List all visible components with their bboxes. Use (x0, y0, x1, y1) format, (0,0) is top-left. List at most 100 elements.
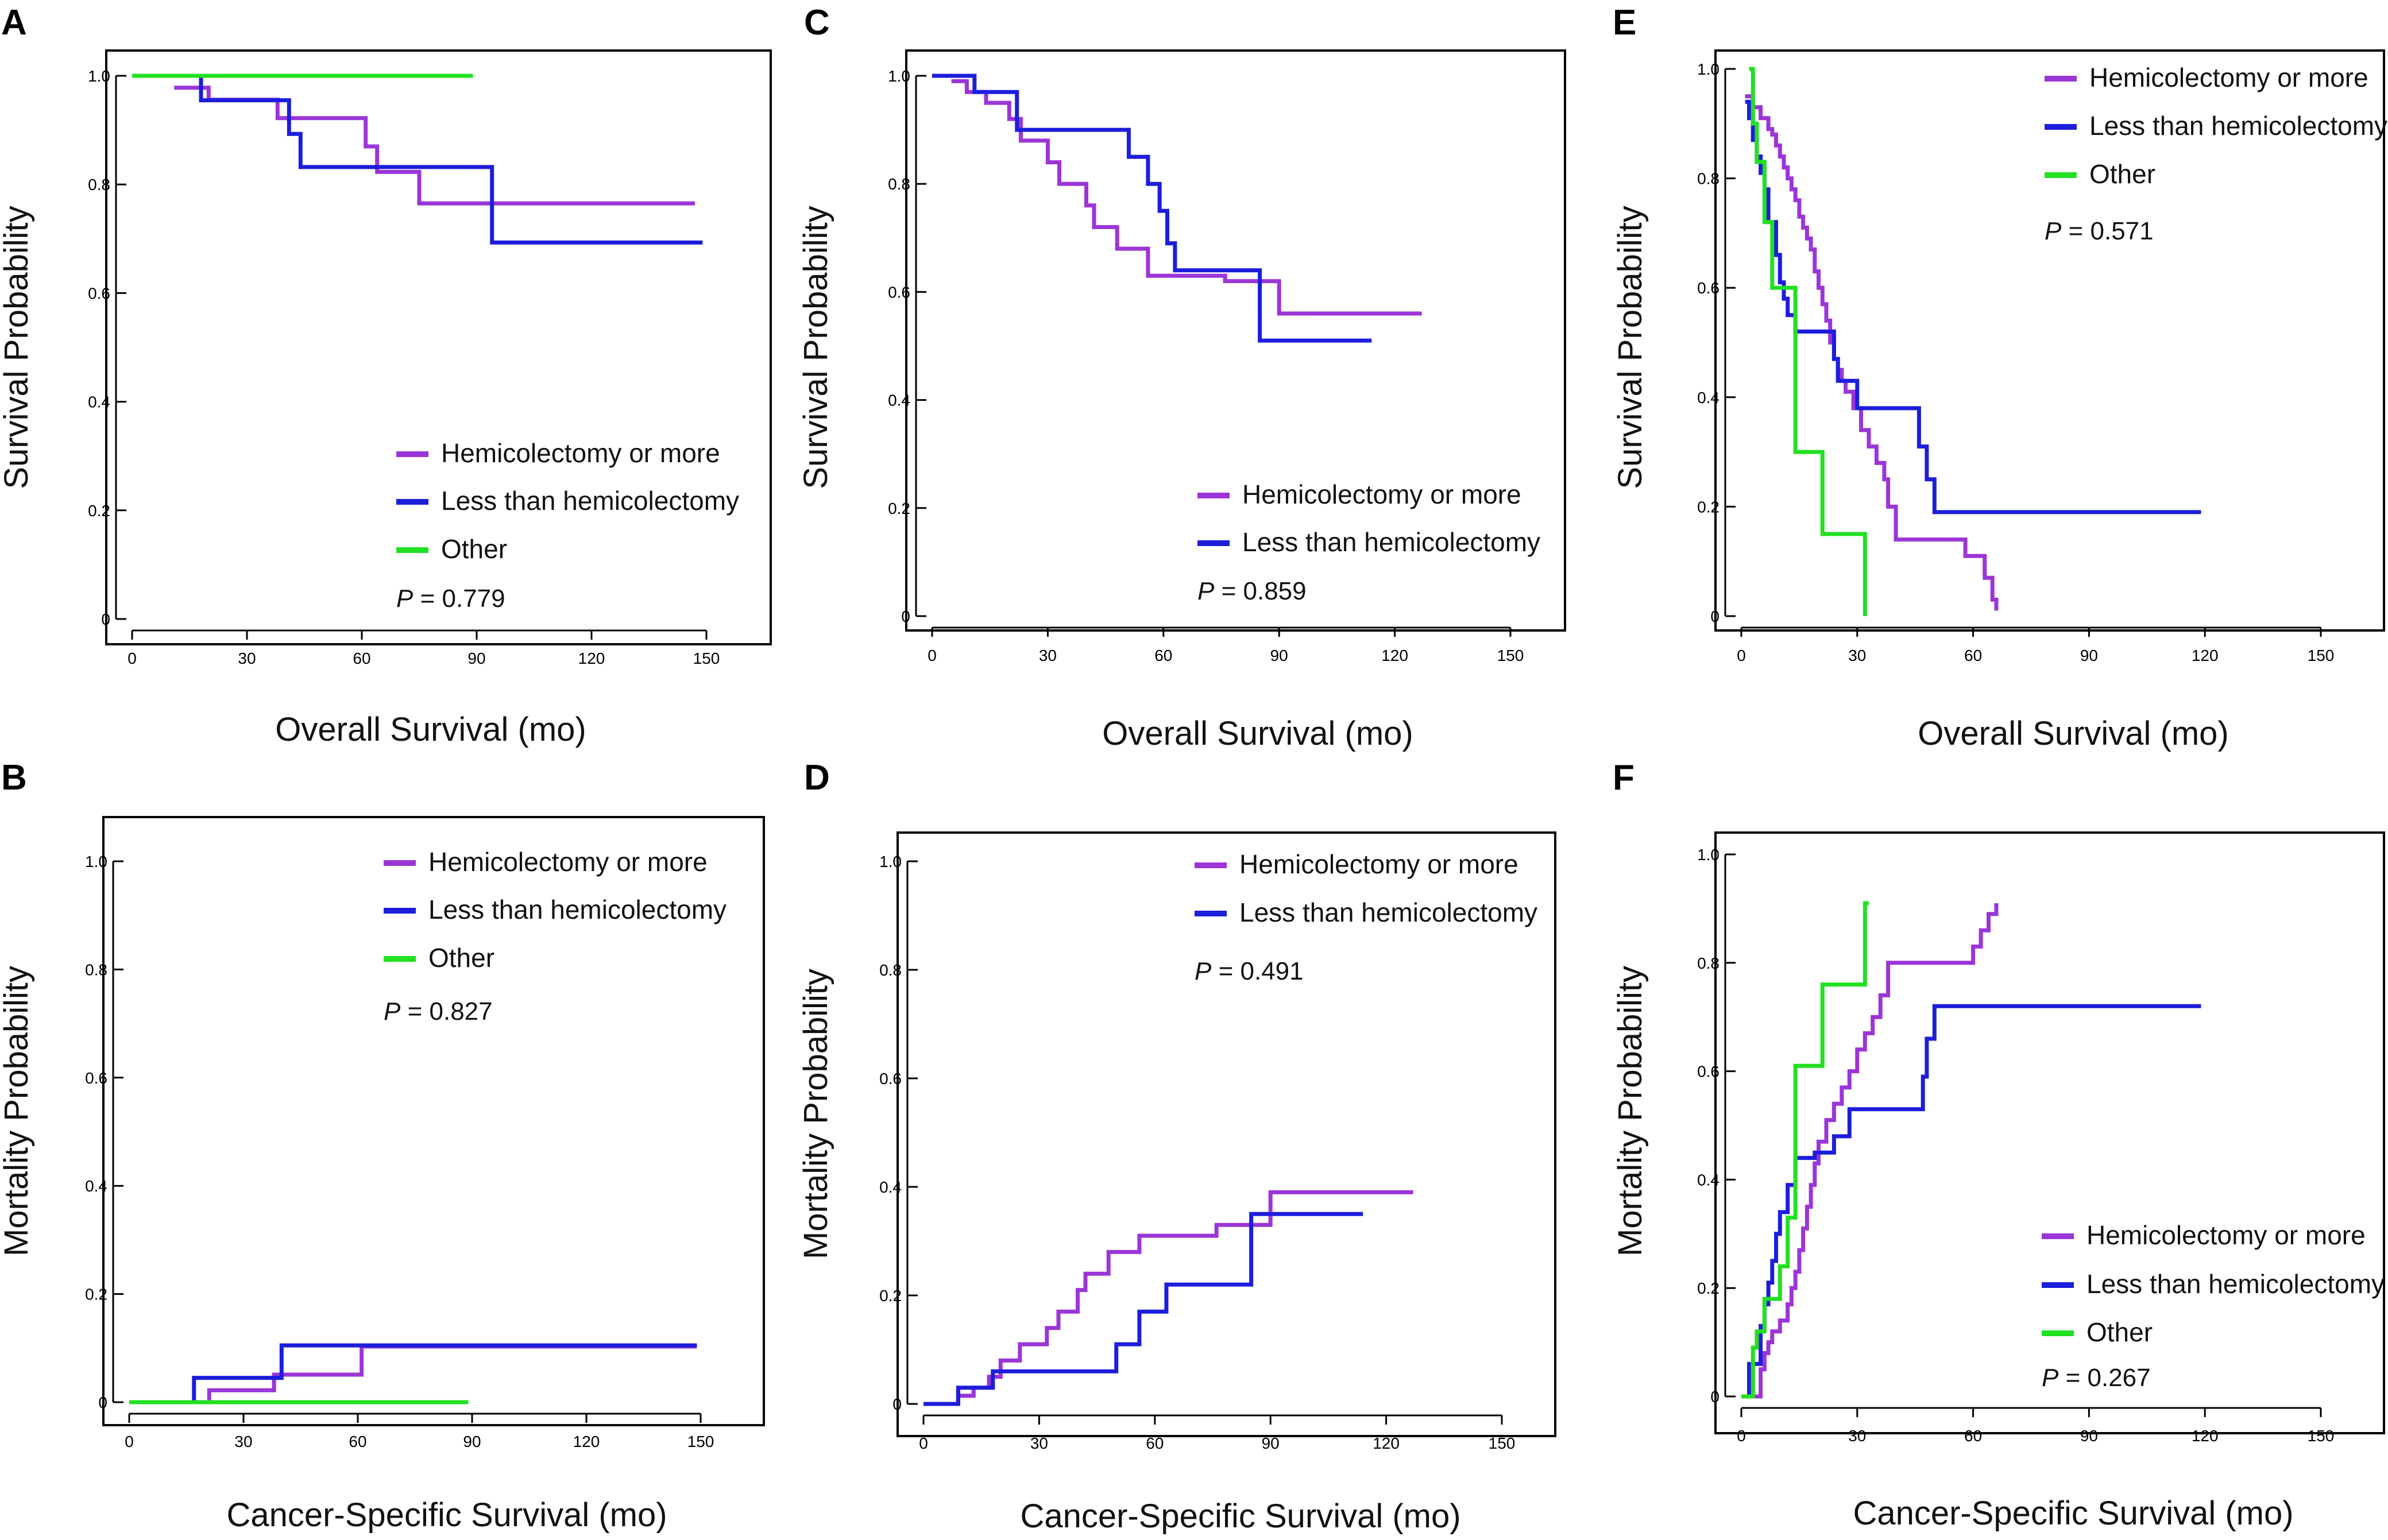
x-tick-label: 150 (2308, 647, 2335, 664)
y-tick-label: 0.6 (1697, 1063, 1719, 1081)
panel-c: C 0 0.2 0.4 0.6 0.8 1.0 0 30 60 90 120 150 Overall Su… (797, 3, 1566, 752)
y-tick-label: 0.2 (1697, 1279, 1719, 1297)
series-less-than-hemicolectomy-line (923, 1212, 1363, 1406)
y-tick-label: 0.6 (88, 284, 110, 302)
x-tick-label: 150 (1497, 647, 1524, 664)
y-tick-label: 0 (901, 608, 910, 625)
x-tick-label: 90 (2080, 1427, 2098, 1445)
y-axis-title: Survival Probability (797, 206, 834, 489)
x-axis-title: Overall Survival (mo) (275, 711, 586, 748)
x-tick-label: 0 (1737, 647, 1746, 664)
p-value: P = 0.491 (1195, 957, 1304, 985)
y-axis-title: Mortality Probability (0, 966, 35, 1256)
legend-label-hemicolectomy-or-more: Hemicolectomy or more (2086, 1220, 2366, 1250)
x-tick-label: 60 (1964, 1427, 1982, 1445)
legend-label-hemicolectomy-or-more: Hemicolectomy or more (1239, 849, 1518, 879)
x-tick-label: 30 (238, 649, 256, 667)
x-axis-title: Cancer-Specific Survival (mo) (1853, 1495, 2293, 1532)
x-tick-label: 120 (2192, 1427, 2219, 1445)
y-tick-label: 1.0 (85, 853, 107, 870)
p-value: P = 0.267 (2042, 1364, 2151, 1392)
y-tick-label: 0 (101, 610, 110, 628)
legend-label-less-than-hemicolectomy: Less than hemicolectomy (1239, 897, 1537, 927)
y-tick-label: 1.0 (888, 67, 910, 85)
p-value-label: P (384, 997, 401, 1026)
x-tick-label: 150 (687, 1433, 714, 1450)
legend-label-hemicolectomy-or-more: Hemicolectomy or more (2089, 63, 2368, 92)
legend-label-less-than-hemicolectomy: Less than hemicolectomy (428, 895, 727, 924)
y-tick-label: 1.0 (1697, 60, 1719, 78)
x-tick-label: 60 (353, 649, 370, 667)
series-hemicolectomy-or-more-line (1741, 903, 1999, 1399)
x-axis-title: Cancer-Specific Survival (mo) (226, 1496, 667, 1534)
series-hemicolectomy-or-more-line (951, 79, 1422, 316)
y-tick-label: 0.4 (1697, 389, 1719, 407)
panel-letter: A (1, 3, 27, 42)
legend-label-other: Other (2086, 1317, 2153, 1347)
y-axis-title: Mortality Probability (1612, 966, 1649, 1256)
p-value-number: = 0.571 (2061, 217, 2153, 245)
plot-frame (1714, 831, 2385, 1434)
p-value: P = 0.859 (1197, 577, 1307, 605)
x-tick-label: 60 (1964, 647, 1982, 664)
y-tick-label: 0.4 (85, 1177, 107, 1195)
panel-letter: D (804, 758, 830, 798)
panel-f: F 0 0.2 0.4 0.6 0.8 1.0 0 30 60 90 120 150 Cancer-Spe… (1612, 758, 2385, 1532)
x-tick-label: 150 (2308, 1427, 2335, 1445)
p-value: P = 0.779 (396, 585, 505, 613)
x-tick-label: 60 (1154, 647, 1172, 664)
p-value-number: = 0.491 (1211, 957, 1303, 985)
x-tick-label: 120 (573, 1433, 600, 1450)
p-value: P = 0.571 (2045, 217, 2154, 245)
legend-label-hemicolectomy-or-more: Hemicolectomy or more (1242, 479, 1521, 509)
x-tick-label: 30 (1039, 647, 1057, 664)
x-tick-label: 60 (1146, 1434, 1164, 1452)
series-less-than-hemicolectomy-line (129, 1343, 697, 1404)
p-value-label: P (2042, 1364, 2059, 1392)
p-value-number: = 0.827 (400, 997, 492, 1026)
legend-label-less-than-hemicolectomy: Less than hemicolectomy (2086, 1269, 2385, 1299)
y-tick-label: 0.8 (879, 961, 902, 979)
y-axis-title: Mortality Probability (797, 969, 834, 1259)
x-tick-label: 30 (1848, 647, 1866, 664)
y-tick-label: 1.0 (879, 853, 902, 870)
p-value-number: = 0.267 (2058, 1364, 2150, 1392)
p-value-label: P (2045, 217, 2062, 245)
panel-d: D 0 0.2 0.4 0.6 0.8 1.0 0 30 60 90 120 150 Cancer-Spe… (797, 758, 1556, 1535)
x-axis-title: Cancer-Specific Survival (mo) (1020, 1498, 1460, 1535)
legend-label-less-than-hemicolectomy: Less than hemicolectomy (1242, 527, 1540, 557)
panel-letter: B (1, 758, 27, 798)
x-tick-label: 120 (1373, 1434, 1400, 1452)
x-tick-label: 0 (125, 1433, 134, 1450)
y-tick-label: 0.6 (1697, 279, 1719, 297)
series-other-line (1749, 67, 1867, 616)
y-tick-label: 0.8 (88, 176, 110, 194)
y-tick-label: 0.2 (888, 500, 910, 517)
x-tick-label: 0 (928, 647, 937, 664)
p-value-label: P (1195, 957, 1212, 985)
x-axis-title: Overall Survival (mo) (1102, 715, 1413, 752)
x-tick-label: 120 (1381, 647, 1408, 664)
p-value-number: = 0.779 (413, 585, 505, 613)
x-tick-label: 90 (1262, 1434, 1280, 1452)
y-tick-label: 0 (892, 1395, 902, 1413)
x-tick-label: 90 (2080, 647, 2098, 664)
plot-frame (897, 831, 1556, 1437)
x-tick-label: 30 (1030, 1434, 1048, 1452)
x-tick-label: 0 (127, 649, 137, 667)
y-tick-label: 0.6 (879, 1070, 902, 1088)
y-tick-label: 0.8 (888, 175, 910, 193)
legend-label-less-than-hemicolectomy: Less than hemicolectomy (441, 486, 739, 516)
x-tick-label: 60 (349, 1433, 366, 1450)
series-hemicolectomy-or-more-line (129, 1344, 697, 1404)
legend-label-other: Other (441, 534, 507, 564)
panel-a: A 0 0.2 0.4 0.6 0.8 1.0 0 30 60 90 120 150 Overall Su… (0, 3, 772, 748)
series-less-than-hemicolectomy-line (197, 73, 703, 245)
y-tick-label: 0 (98, 1394, 107, 1411)
y-tick-label: 0 (1710, 1388, 1719, 1406)
legend-label-less-than-hemicolectomy: Less than hemicolectomy (2089, 111, 2387, 141)
x-tick-label: 90 (463, 1433, 481, 1450)
y-tick-label: 0.2 (85, 1286, 107, 1303)
legend-label-other: Other (428, 943, 494, 973)
series-other-line (1741, 901, 1869, 1399)
